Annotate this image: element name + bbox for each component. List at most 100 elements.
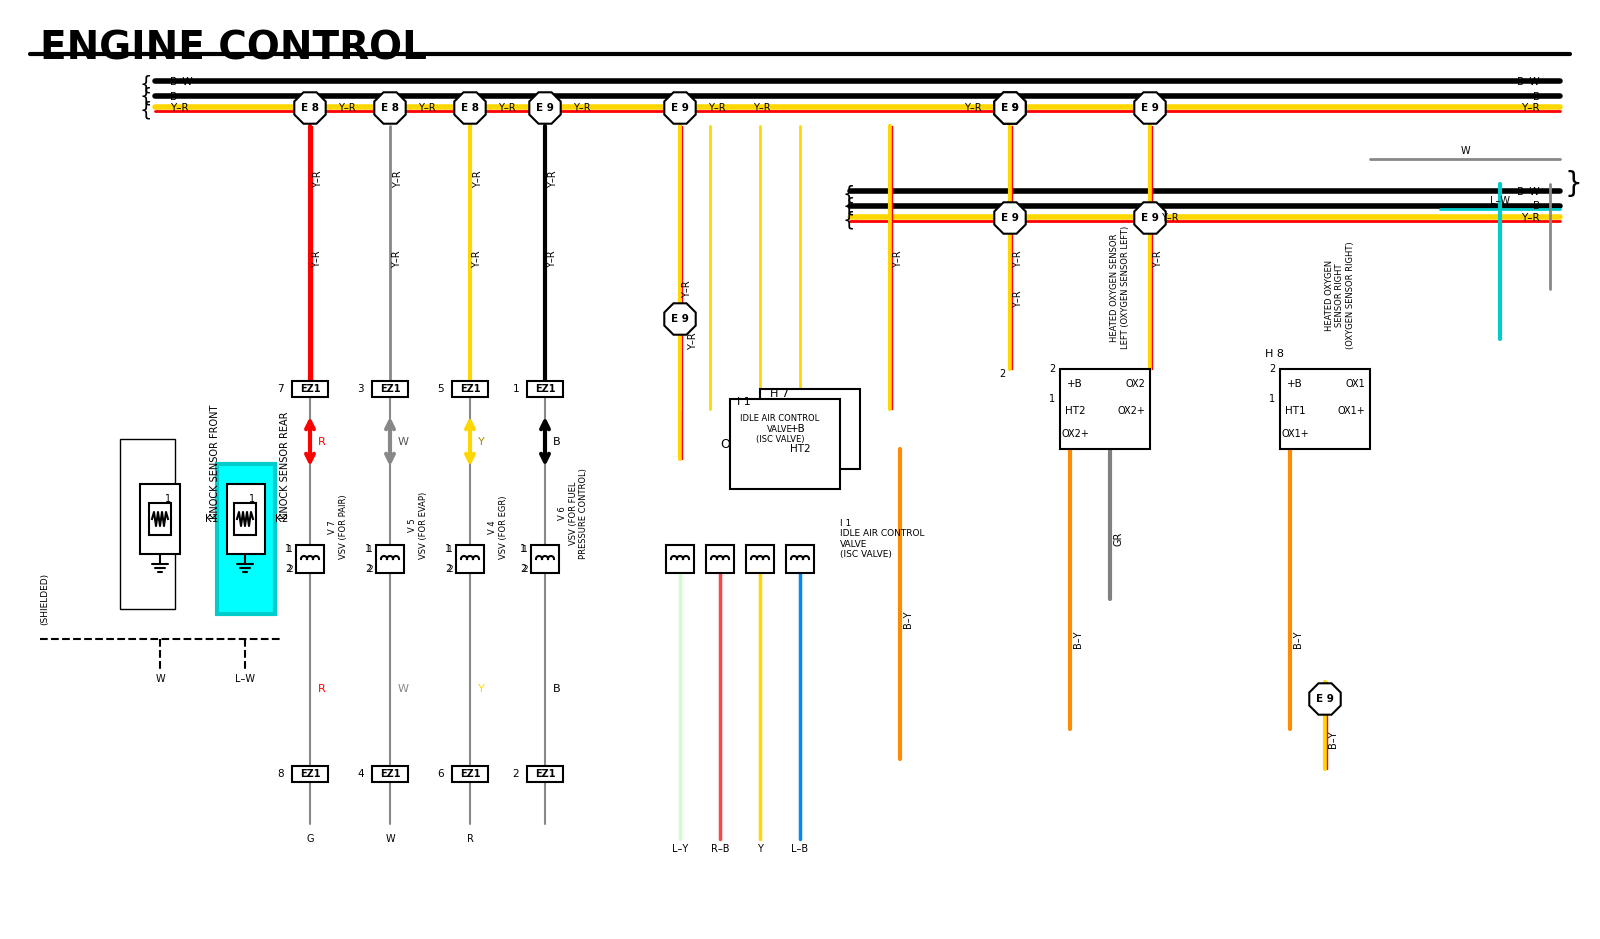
Text: Y: Y xyxy=(478,437,485,447)
Text: L–W: L–W xyxy=(235,674,254,684)
Text: E 8: E 8 xyxy=(381,103,398,113)
Text: Y–R: Y–R xyxy=(549,170,558,188)
Text: 1: 1 xyxy=(366,545,373,553)
FancyBboxPatch shape xyxy=(1280,369,1370,449)
Text: L–W: L–W xyxy=(1490,196,1510,206)
Text: +B: +B xyxy=(1067,379,1083,389)
Text: OX2+: OX2+ xyxy=(1117,406,1146,416)
Text: 3: 3 xyxy=(357,384,365,394)
FancyBboxPatch shape xyxy=(373,766,408,782)
Text: EZ1: EZ1 xyxy=(299,384,320,394)
Text: 1: 1 xyxy=(285,544,291,554)
Text: K1: K1 xyxy=(205,514,218,524)
Text: 2: 2 xyxy=(366,564,373,574)
Text: OX1: OX1 xyxy=(1346,379,1365,389)
Text: V 4
VSV (FOR EGR): V 4 VSV (FOR EGR) xyxy=(488,496,507,559)
Text: Y–R: Y–R xyxy=(472,250,482,268)
FancyBboxPatch shape xyxy=(149,503,171,535)
FancyBboxPatch shape xyxy=(531,545,558,573)
Text: 2: 2 xyxy=(512,769,518,779)
Text: H 7: H 7 xyxy=(770,389,789,399)
Text: 1: 1 xyxy=(365,544,371,554)
FancyBboxPatch shape xyxy=(760,389,861,469)
Text: R–B: R–B xyxy=(710,844,730,854)
Text: W: W xyxy=(398,684,410,694)
Text: 2: 2 xyxy=(998,369,1005,379)
Text: 5: 5 xyxy=(437,384,445,394)
Text: H 8: H 8 xyxy=(1266,349,1283,359)
Text: Y–R: Y–R xyxy=(418,103,435,113)
Text: +B: +B xyxy=(790,424,806,434)
FancyBboxPatch shape xyxy=(453,766,488,782)
FancyBboxPatch shape xyxy=(526,381,563,397)
Text: Y–R: Y–R xyxy=(682,280,693,298)
Text: E 9: E 9 xyxy=(1141,213,1158,223)
Text: E 8: E 8 xyxy=(301,103,318,113)
FancyBboxPatch shape xyxy=(706,545,734,573)
Text: OX1+: OX1+ xyxy=(1338,406,1365,416)
Text: R: R xyxy=(467,834,474,844)
Polygon shape xyxy=(1134,202,1166,234)
Polygon shape xyxy=(994,92,1026,124)
Text: EZ1: EZ1 xyxy=(379,384,400,394)
Text: 1: 1 xyxy=(250,494,254,504)
Polygon shape xyxy=(530,92,560,124)
Text: B: B xyxy=(1533,92,1539,102)
FancyBboxPatch shape xyxy=(526,766,563,782)
Text: E 9: E 9 xyxy=(670,314,690,324)
Text: B: B xyxy=(170,92,178,102)
Text: 1: 1 xyxy=(1050,394,1054,404)
Text: Y–R: Y–R xyxy=(170,103,189,113)
Text: Y–R: Y–R xyxy=(547,250,557,268)
Text: E 9: E 9 xyxy=(1002,213,1019,223)
Text: E 8: E 8 xyxy=(461,103,478,113)
Text: R: R xyxy=(318,684,326,694)
Text: GR: GR xyxy=(1114,531,1123,546)
Text: {: { xyxy=(139,86,152,105)
Text: HT2: HT2 xyxy=(1064,406,1085,416)
Text: Y–R: Y–R xyxy=(965,103,982,113)
Text: 2: 2 xyxy=(1269,364,1275,374)
Text: Y–R: Y–R xyxy=(394,170,403,188)
Text: R: R xyxy=(318,437,326,447)
Text: B–Y: B–Y xyxy=(1293,630,1302,648)
FancyBboxPatch shape xyxy=(373,381,408,397)
Text: V 7
VSV (FOR PAIR): V 7 VSV (FOR PAIR) xyxy=(328,494,347,559)
Text: {: { xyxy=(139,74,152,94)
Text: EZ1: EZ1 xyxy=(534,769,555,779)
Text: {: { xyxy=(139,100,152,119)
FancyBboxPatch shape xyxy=(296,545,325,573)
Text: HEATED OXYGEN
SENSOR RIGHT
(OXYGEN SENSOR RIGHT): HEATED OXYGEN SENSOR RIGHT (OXYGEN SENSO… xyxy=(1325,241,1355,349)
Text: IDLE AIR CONTROL
VALVE
(ISC VALVE): IDLE AIR CONTROL VALVE (ISC VALVE) xyxy=(741,414,819,444)
Text: Y–R: Y–R xyxy=(1154,250,1163,268)
Text: 1: 1 xyxy=(1269,394,1275,404)
Text: {: { xyxy=(843,184,854,204)
Text: 1: 1 xyxy=(520,544,526,554)
Text: B–Y: B–Y xyxy=(902,610,914,628)
Text: E 9: E 9 xyxy=(1002,103,1019,113)
FancyBboxPatch shape xyxy=(786,545,814,573)
Text: 2: 2 xyxy=(1048,364,1054,374)
Text: +B: +B xyxy=(1286,379,1302,389)
Polygon shape xyxy=(994,202,1026,234)
Text: EZ1: EZ1 xyxy=(459,769,480,779)
Text: OX2+: OX2+ xyxy=(1061,429,1090,439)
Polygon shape xyxy=(664,92,696,124)
Text: 7: 7 xyxy=(277,384,285,394)
Polygon shape xyxy=(994,92,1026,124)
Text: E 9: E 9 xyxy=(1317,694,1334,704)
Text: B–Y: B–Y xyxy=(1328,731,1338,747)
Text: Y–R: Y–R xyxy=(1013,290,1022,308)
Text: V 5
VSV (FOR EVAP): V 5 VSV (FOR EVAP) xyxy=(408,492,427,559)
Text: V 6
VSV (FOR FUEL
PRESSURE CONTROL): V 6 VSV (FOR FUEL PRESSURE CONTROL) xyxy=(558,469,587,559)
Text: {: { xyxy=(843,196,854,215)
Text: I 1: I 1 xyxy=(738,397,750,407)
Text: 2: 2 xyxy=(286,564,293,574)
Text: HT2: HT2 xyxy=(790,444,811,454)
FancyBboxPatch shape xyxy=(293,381,328,397)
Text: E 9: E 9 xyxy=(1002,103,1019,113)
Text: B–W: B–W xyxy=(170,77,192,87)
Text: Y–R: Y–R xyxy=(312,250,322,268)
Text: Y–R: Y–R xyxy=(688,332,698,350)
Text: ENGINE CONTROL: ENGINE CONTROL xyxy=(40,29,427,67)
